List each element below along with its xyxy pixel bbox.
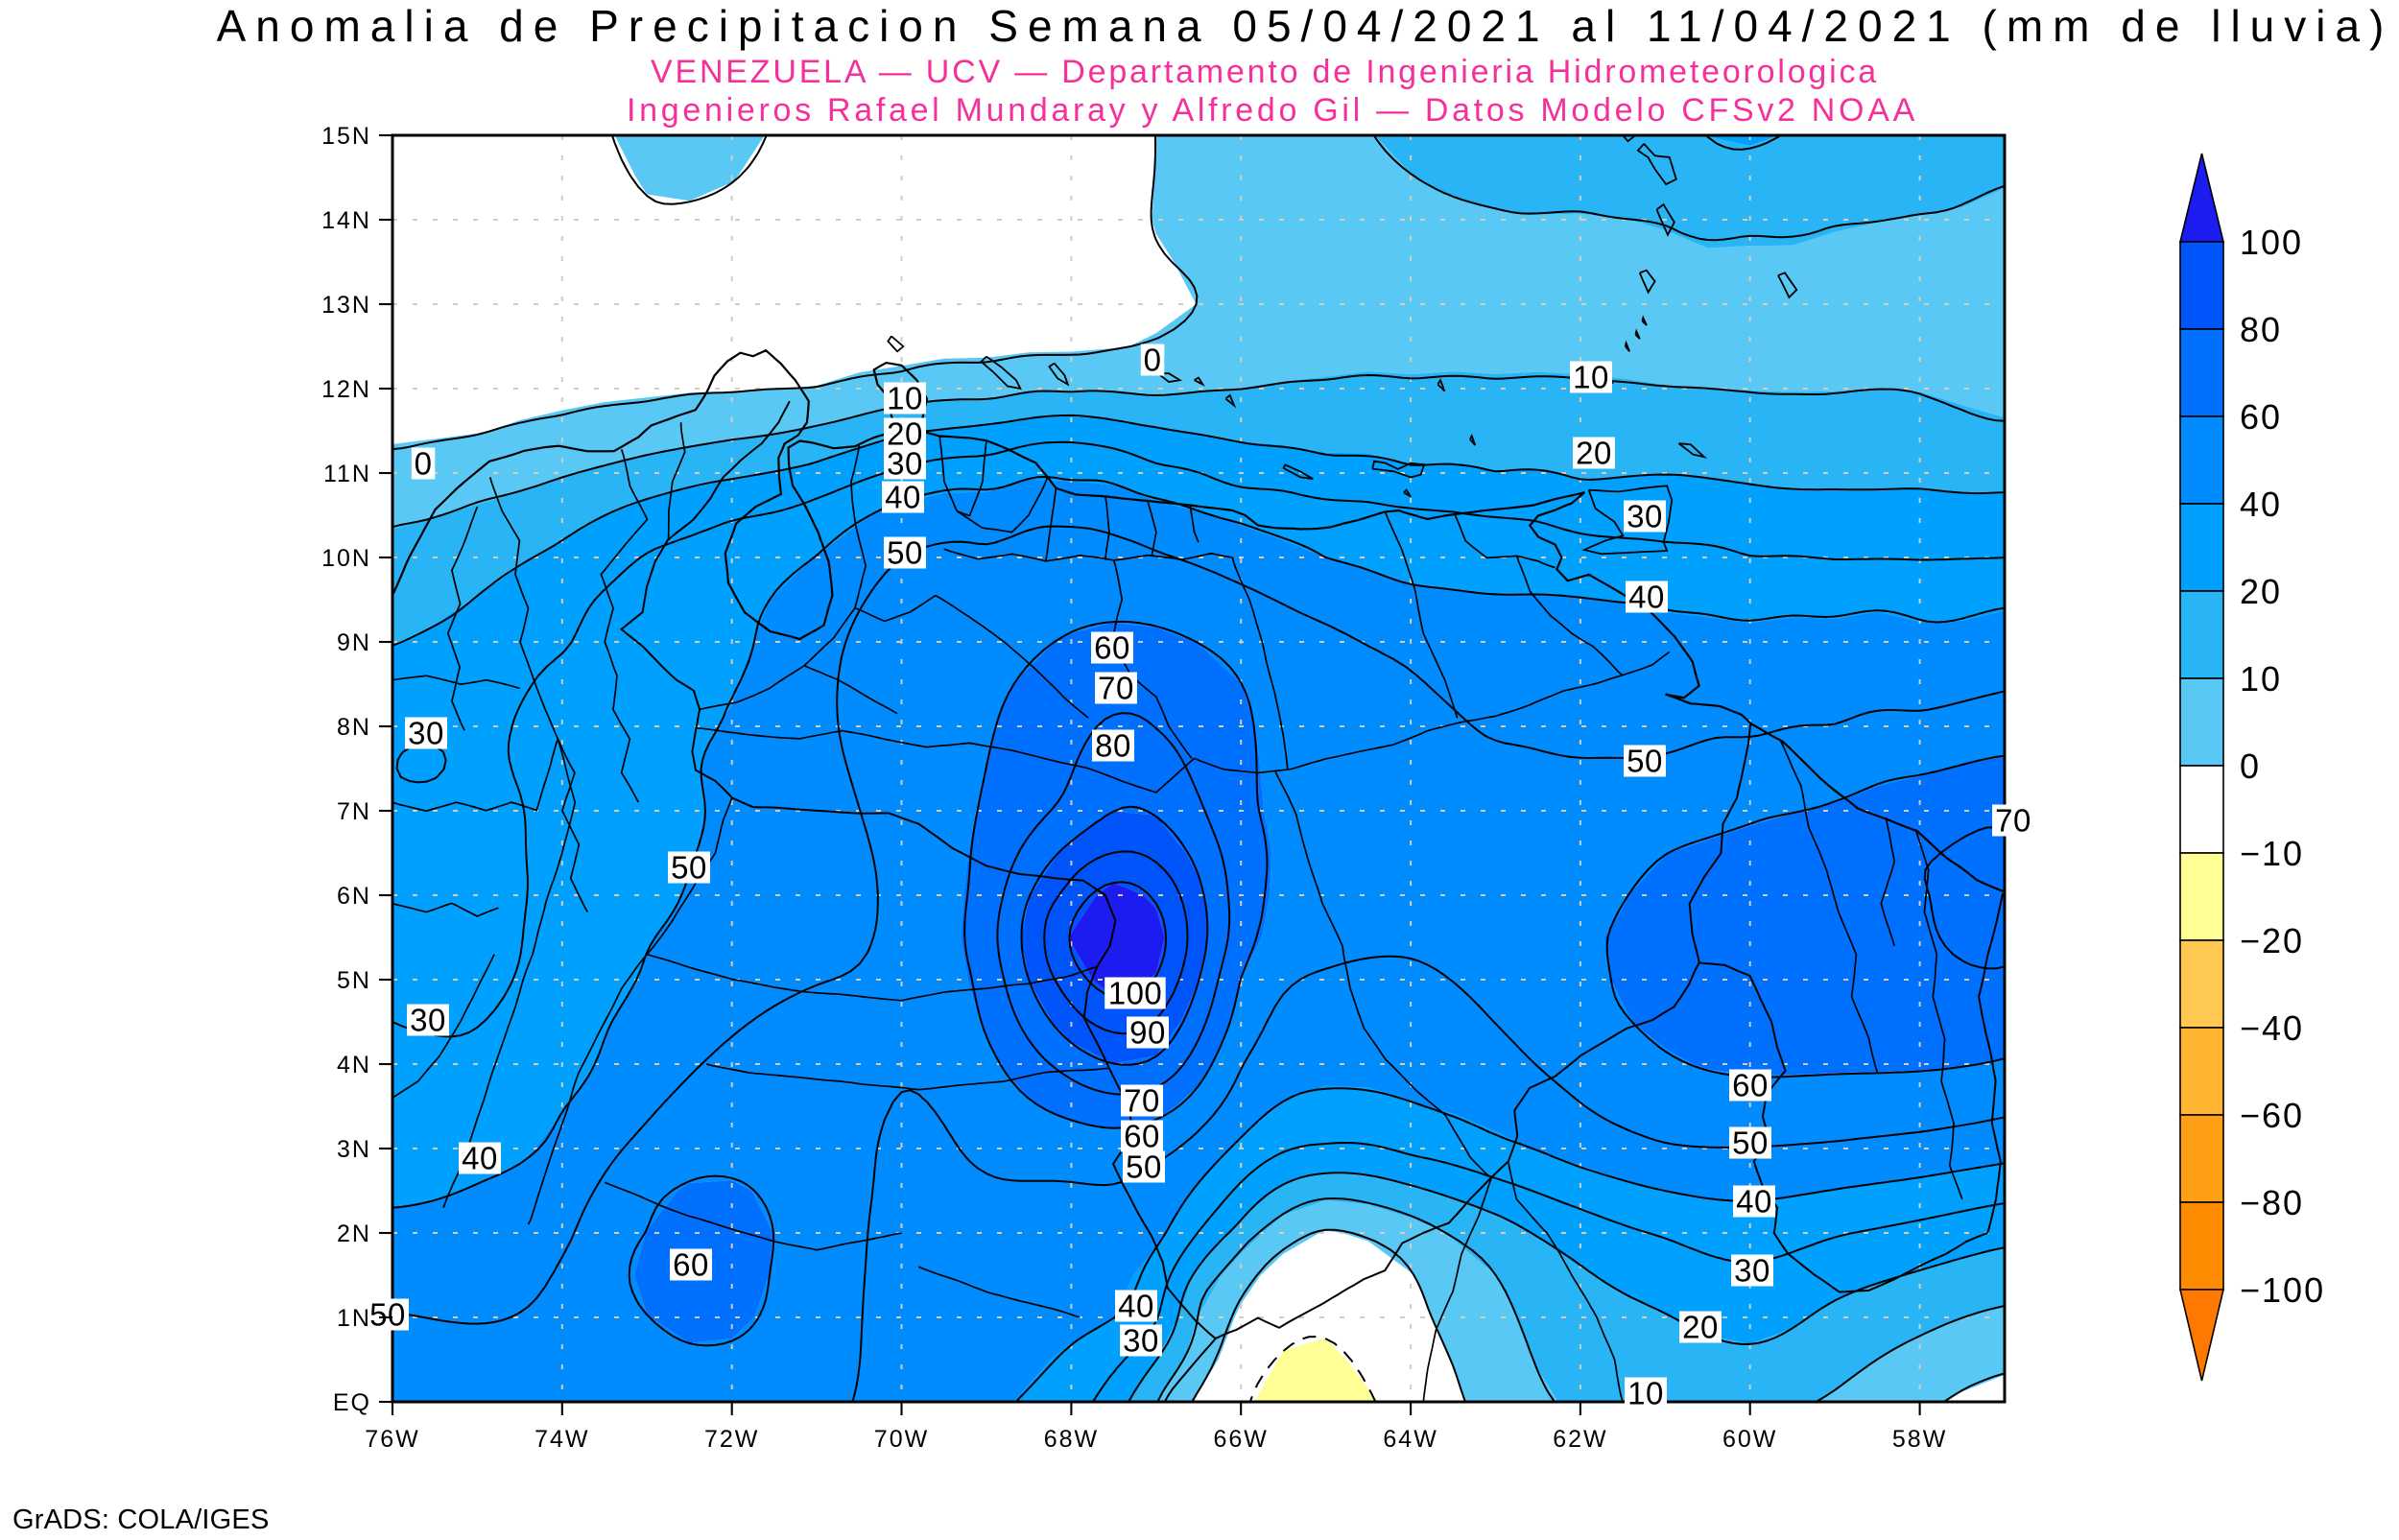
svg-text:30: 30 xyxy=(410,1003,446,1038)
svg-text:0: 0 xyxy=(415,446,433,482)
svg-text:20: 20 xyxy=(1576,436,1612,471)
svg-text:9N: 9N xyxy=(337,629,371,656)
svg-text:100: 100 xyxy=(1108,976,1163,1011)
svg-text:EQ: EQ xyxy=(333,1389,371,1416)
svg-text:30: 30 xyxy=(1627,499,1663,534)
svg-text:80: 80 xyxy=(1095,728,1131,764)
svg-text:50: 50 xyxy=(1627,744,1663,779)
svg-text:100: 100 xyxy=(2240,223,2303,262)
svg-text:30: 30 xyxy=(1123,1323,1159,1359)
svg-text:70: 70 xyxy=(1995,803,2031,839)
svg-text:50: 50 xyxy=(887,535,923,571)
svg-text:10: 10 xyxy=(1573,360,1609,395)
svg-text:58W: 58W xyxy=(1892,1426,1947,1453)
svg-text:GrADS: COLA/IGES: GrADS: COLA/IGES xyxy=(12,1504,270,1535)
svg-text:10: 10 xyxy=(887,381,923,416)
svg-text:50: 50 xyxy=(1732,1125,1769,1161)
svg-text:8N: 8N xyxy=(337,714,371,741)
svg-text:80: 80 xyxy=(2240,310,2282,349)
svg-text:60: 60 xyxy=(1124,1119,1160,1154)
svg-text:40: 40 xyxy=(1736,1184,1772,1220)
svg-text:20: 20 xyxy=(887,416,923,452)
svg-text:1N: 1N xyxy=(337,1305,371,1332)
svg-text:64W: 64W xyxy=(1383,1426,1437,1453)
svg-text:20: 20 xyxy=(1682,1310,1719,1345)
svg-text:40: 40 xyxy=(2240,485,2282,524)
svg-text:7N: 7N xyxy=(337,798,371,825)
svg-text:0: 0 xyxy=(1144,343,1162,378)
svg-text:70W: 70W xyxy=(874,1426,929,1453)
svg-text:76W: 76W xyxy=(365,1426,419,1453)
svg-text:72W: 72W xyxy=(704,1426,759,1453)
svg-text:2N: 2N xyxy=(337,1220,371,1247)
svg-text:60W: 60W xyxy=(1722,1426,1777,1453)
svg-text:30: 30 xyxy=(1734,1253,1770,1289)
svg-text:74W: 74W xyxy=(534,1426,589,1453)
svg-text:13N: 13N xyxy=(321,292,371,319)
svg-text:30: 30 xyxy=(887,446,923,482)
svg-text:20: 20 xyxy=(2240,572,2282,611)
svg-text:50: 50 xyxy=(1126,1149,1162,1185)
svg-text:68W: 68W xyxy=(1044,1426,1099,1453)
svg-text:14N: 14N xyxy=(321,207,371,234)
svg-text:40: 40 xyxy=(462,1141,498,1176)
svg-text:40: 40 xyxy=(1628,580,1665,615)
svg-text:50: 50 xyxy=(671,850,707,886)
svg-text:Ingenieros Rafael Mundaray y A: Ingenieros Rafael Mundaray y Alfredo Gil… xyxy=(627,92,1918,129)
svg-text:40: 40 xyxy=(1118,1289,1154,1324)
svg-text:40: 40 xyxy=(885,480,921,515)
svg-text:−80: −80 xyxy=(2240,1183,2304,1222)
svg-text:60: 60 xyxy=(1732,1068,1769,1103)
svg-text:−10: −10 xyxy=(2240,834,2304,873)
svg-text:6N: 6N xyxy=(337,883,371,910)
svg-text:50: 50 xyxy=(369,1297,406,1333)
svg-text:30: 30 xyxy=(408,716,444,751)
svg-text:5N: 5N xyxy=(337,967,371,994)
svg-text:VENEZUELA — UCV — Departamento: VENEZUELA — UCV — Departamento de Ingeni… xyxy=(651,54,1879,90)
svg-text:−60: −60 xyxy=(2240,1096,2304,1135)
svg-text:0: 0 xyxy=(2240,746,2261,786)
svg-text:15N: 15N xyxy=(321,123,371,150)
svg-text:10: 10 xyxy=(2240,659,2282,699)
svg-text:60: 60 xyxy=(1094,630,1130,666)
svg-text:70: 70 xyxy=(1124,1083,1160,1119)
svg-text:66W: 66W xyxy=(1213,1426,1268,1453)
svg-text:12N: 12N xyxy=(321,376,371,403)
svg-text:62W: 62W xyxy=(1553,1426,1607,1453)
svg-text:10: 10 xyxy=(1627,1376,1664,1411)
svg-text:−20: −20 xyxy=(2240,921,2304,960)
svg-text:60: 60 xyxy=(673,1247,709,1283)
svg-text:−40: −40 xyxy=(2240,1008,2304,1048)
svg-text:90: 90 xyxy=(1129,1015,1166,1051)
svg-text:11N: 11N xyxy=(323,461,371,487)
svg-text:−100: −100 xyxy=(2240,1270,2325,1310)
svg-text:4N: 4N xyxy=(337,1052,371,1078)
svg-text:70: 70 xyxy=(1098,671,1134,706)
svg-text:10N: 10N xyxy=(321,545,371,572)
svg-text:3N: 3N xyxy=(337,1136,371,1163)
svg-text:Anomalia de Precipitacion Sema: Anomalia de Precipitacion Semana 05/04/2… xyxy=(217,1,2394,51)
svg-text:60: 60 xyxy=(2240,397,2282,437)
